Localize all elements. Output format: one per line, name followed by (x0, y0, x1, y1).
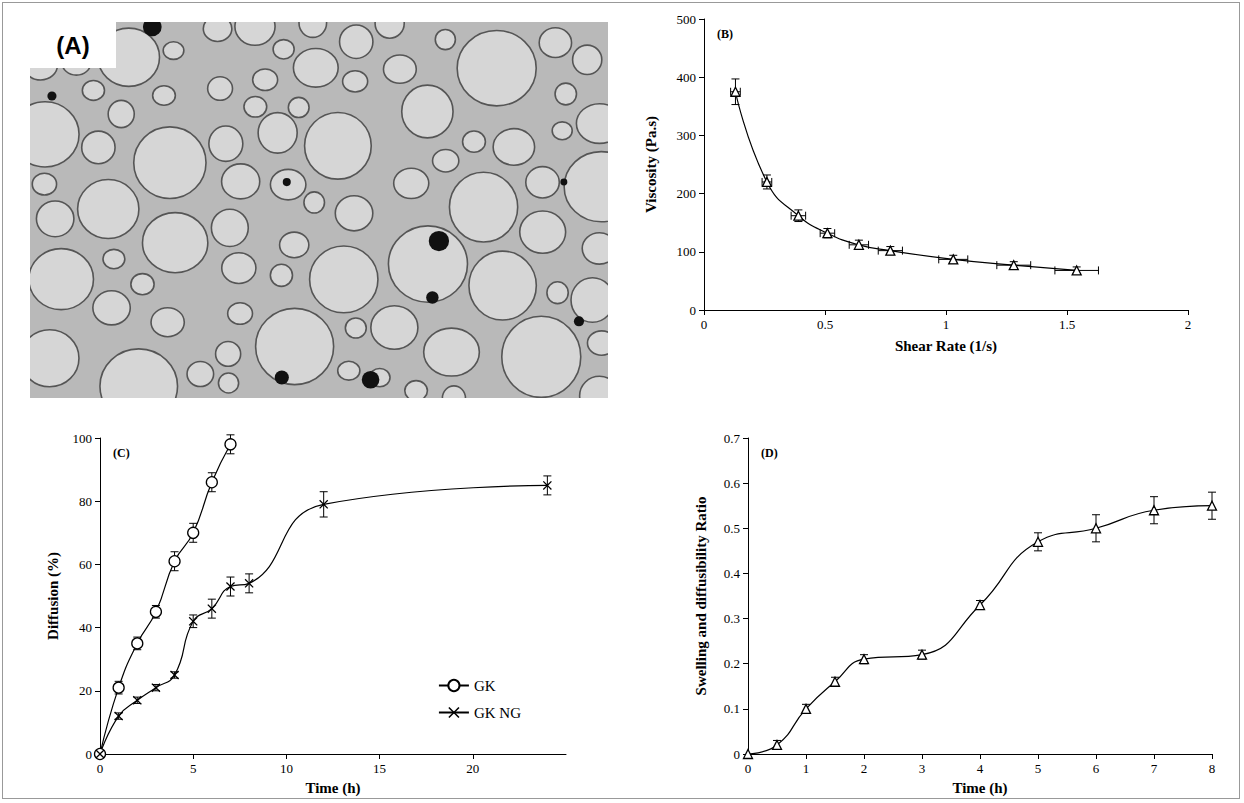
svg-text:20: 20 (466, 761, 479, 776)
svg-text:60: 60 (79, 557, 92, 572)
svg-text:8: 8 (1209, 761, 1216, 776)
svg-text:100: 100 (73, 431, 93, 446)
svg-text:40: 40 (79, 620, 92, 635)
svg-text:6: 6 (1093, 761, 1100, 776)
svg-text:10: 10 (280, 761, 293, 776)
svg-text:20: 20 (79, 683, 92, 698)
svg-text:(A): (A) (56, 32, 89, 59)
svg-text:(B): (B) (717, 27, 733, 41)
svg-text:0.5: 0.5 (817, 317, 833, 332)
svg-text:2: 2 (861, 761, 868, 776)
svg-text:300: 300 (677, 128, 697, 143)
svg-text:0: 0 (86, 747, 93, 762)
svg-text:0.6: 0.6 (724, 476, 741, 491)
svg-text:Swelling and diffusibility Rat: Swelling and diffusibility Ratio (693, 497, 709, 696)
svg-text:2: 2 (1185, 317, 1192, 332)
svg-text:0: 0 (701, 317, 708, 332)
svg-text:Viscosity (Pa.s): Viscosity (Pa.s) (643, 116, 660, 213)
svg-text:400: 400 (677, 70, 697, 85)
svg-text:Time (h): Time (h) (952, 780, 1007, 797)
svg-text:5: 5 (1035, 761, 1042, 776)
svg-text:3: 3 (919, 761, 926, 776)
svg-text:80: 80 (79, 494, 92, 509)
svg-text:0: 0 (745, 761, 752, 776)
svg-text:1.5: 1.5 (1059, 317, 1075, 332)
svg-text:0.4: 0.4 (724, 566, 741, 581)
svg-text:4: 4 (977, 761, 984, 776)
svg-text:0: 0 (97, 761, 104, 776)
svg-text:15: 15 (373, 761, 386, 776)
svg-text:GK NG: GK NG (474, 705, 521, 721)
svg-text:5: 5 (190, 761, 197, 776)
svg-text:Shear Rate (1/s): Shear Rate (1/s) (895, 338, 997, 355)
svg-text:1: 1 (803, 761, 810, 776)
svg-text:0.1: 0.1 (724, 701, 740, 716)
svg-text:100: 100 (677, 244, 697, 259)
svg-text:Diffusion (%): Diffusion (%) (45, 552, 62, 640)
svg-text:0.2: 0.2 (724, 656, 740, 671)
svg-text:0: 0 (690, 303, 697, 318)
svg-text:500: 500 (677, 12, 697, 27)
svg-text:Time (h): Time (h) (305, 780, 360, 797)
svg-text:200: 200 (677, 186, 697, 201)
svg-text:0.3: 0.3 (724, 611, 740, 626)
svg-text:0.5: 0.5 (724, 521, 740, 536)
svg-text:7: 7 (1151, 761, 1158, 776)
svg-text:0: 0 (734, 747, 741, 762)
svg-text:0.7: 0.7 (724, 431, 741, 446)
svg-text:(C): (C) (113, 446, 130, 460)
svg-text:1: 1 (943, 317, 950, 332)
svg-text:(D): (D) (761, 446, 778, 460)
svg-text:GK: GK (474, 678, 496, 694)
